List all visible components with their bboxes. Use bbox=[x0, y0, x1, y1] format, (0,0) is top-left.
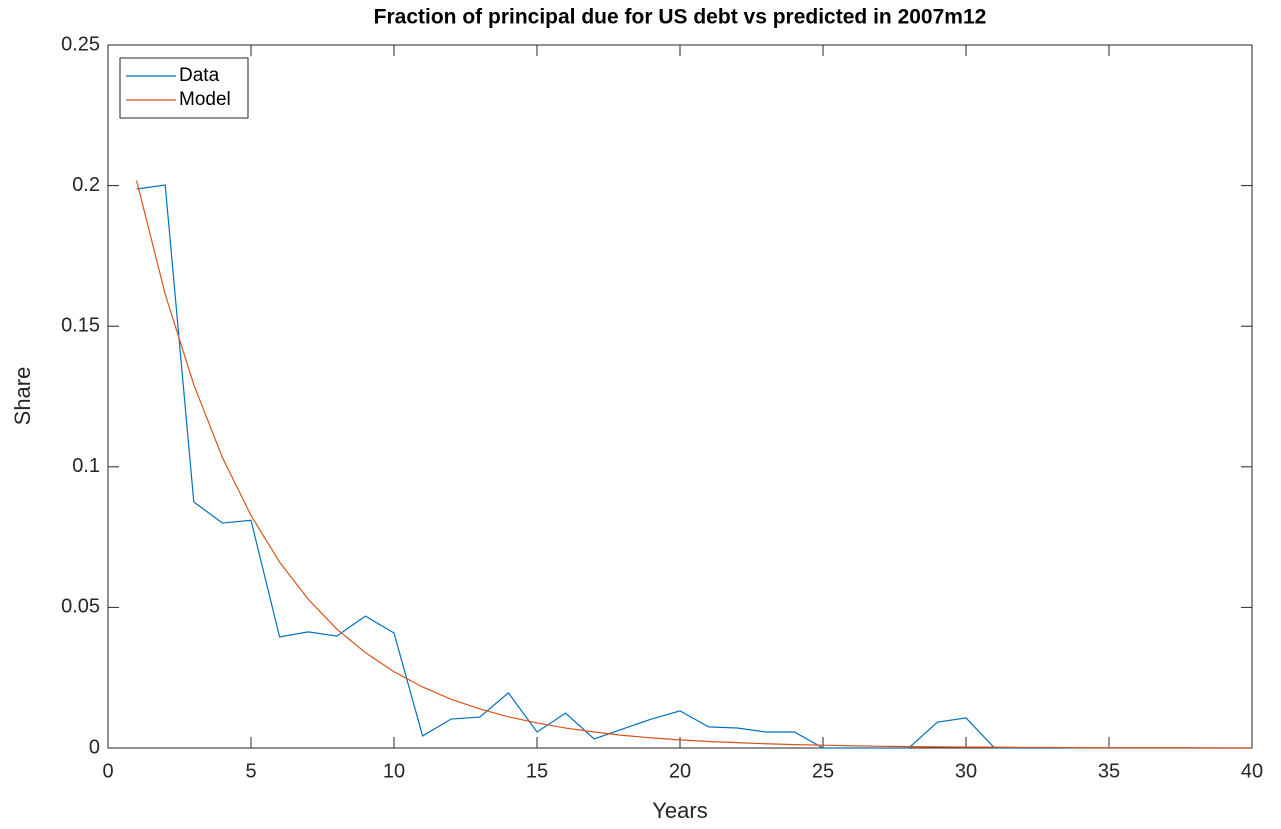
y-tick-label: 0.25 bbox=[61, 33, 100, 55]
data-line bbox=[136, 180, 1252, 749]
plot-frame bbox=[107, 44, 1253, 749]
x-tick-label: 5 bbox=[245, 760, 256, 782]
legend-label: Model bbox=[179, 89, 231, 110]
x-tick-label: 15 bbox=[526, 760, 548, 782]
x-tick-label: 35 bbox=[1098, 760, 1120, 782]
x-tick-label: 40 bbox=[1241, 760, 1263, 782]
y-tick-label: 0.05 bbox=[61, 596, 100, 618]
y-tick-label: 0.15 bbox=[61, 314, 100, 336]
chart-title: Fraction of principal due for US debt vs… bbox=[374, 6, 987, 29]
y-tick-label: 0.2 bbox=[72, 174, 100, 196]
x-axis-label: Years bbox=[652, 798, 707, 823]
x-tick-label: 30 bbox=[955, 760, 977, 782]
y-tick-label: 0.1 bbox=[72, 455, 100, 477]
x-tick-label: 10 bbox=[383, 760, 405, 782]
x-tick-label: 25 bbox=[812, 760, 834, 782]
y-tick-label: 0 bbox=[89, 736, 100, 758]
y-axis-label: Share bbox=[10, 367, 35, 426]
x-tick-label: 0 bbox=[102, 760, 113, 782]
x-tick-label: 20 bbox=[669, 760, 691, 782]
legend-label: Data bbox=[179, 65, 220, 86]
legend-box bbox=[119, 57, 249, 119]
